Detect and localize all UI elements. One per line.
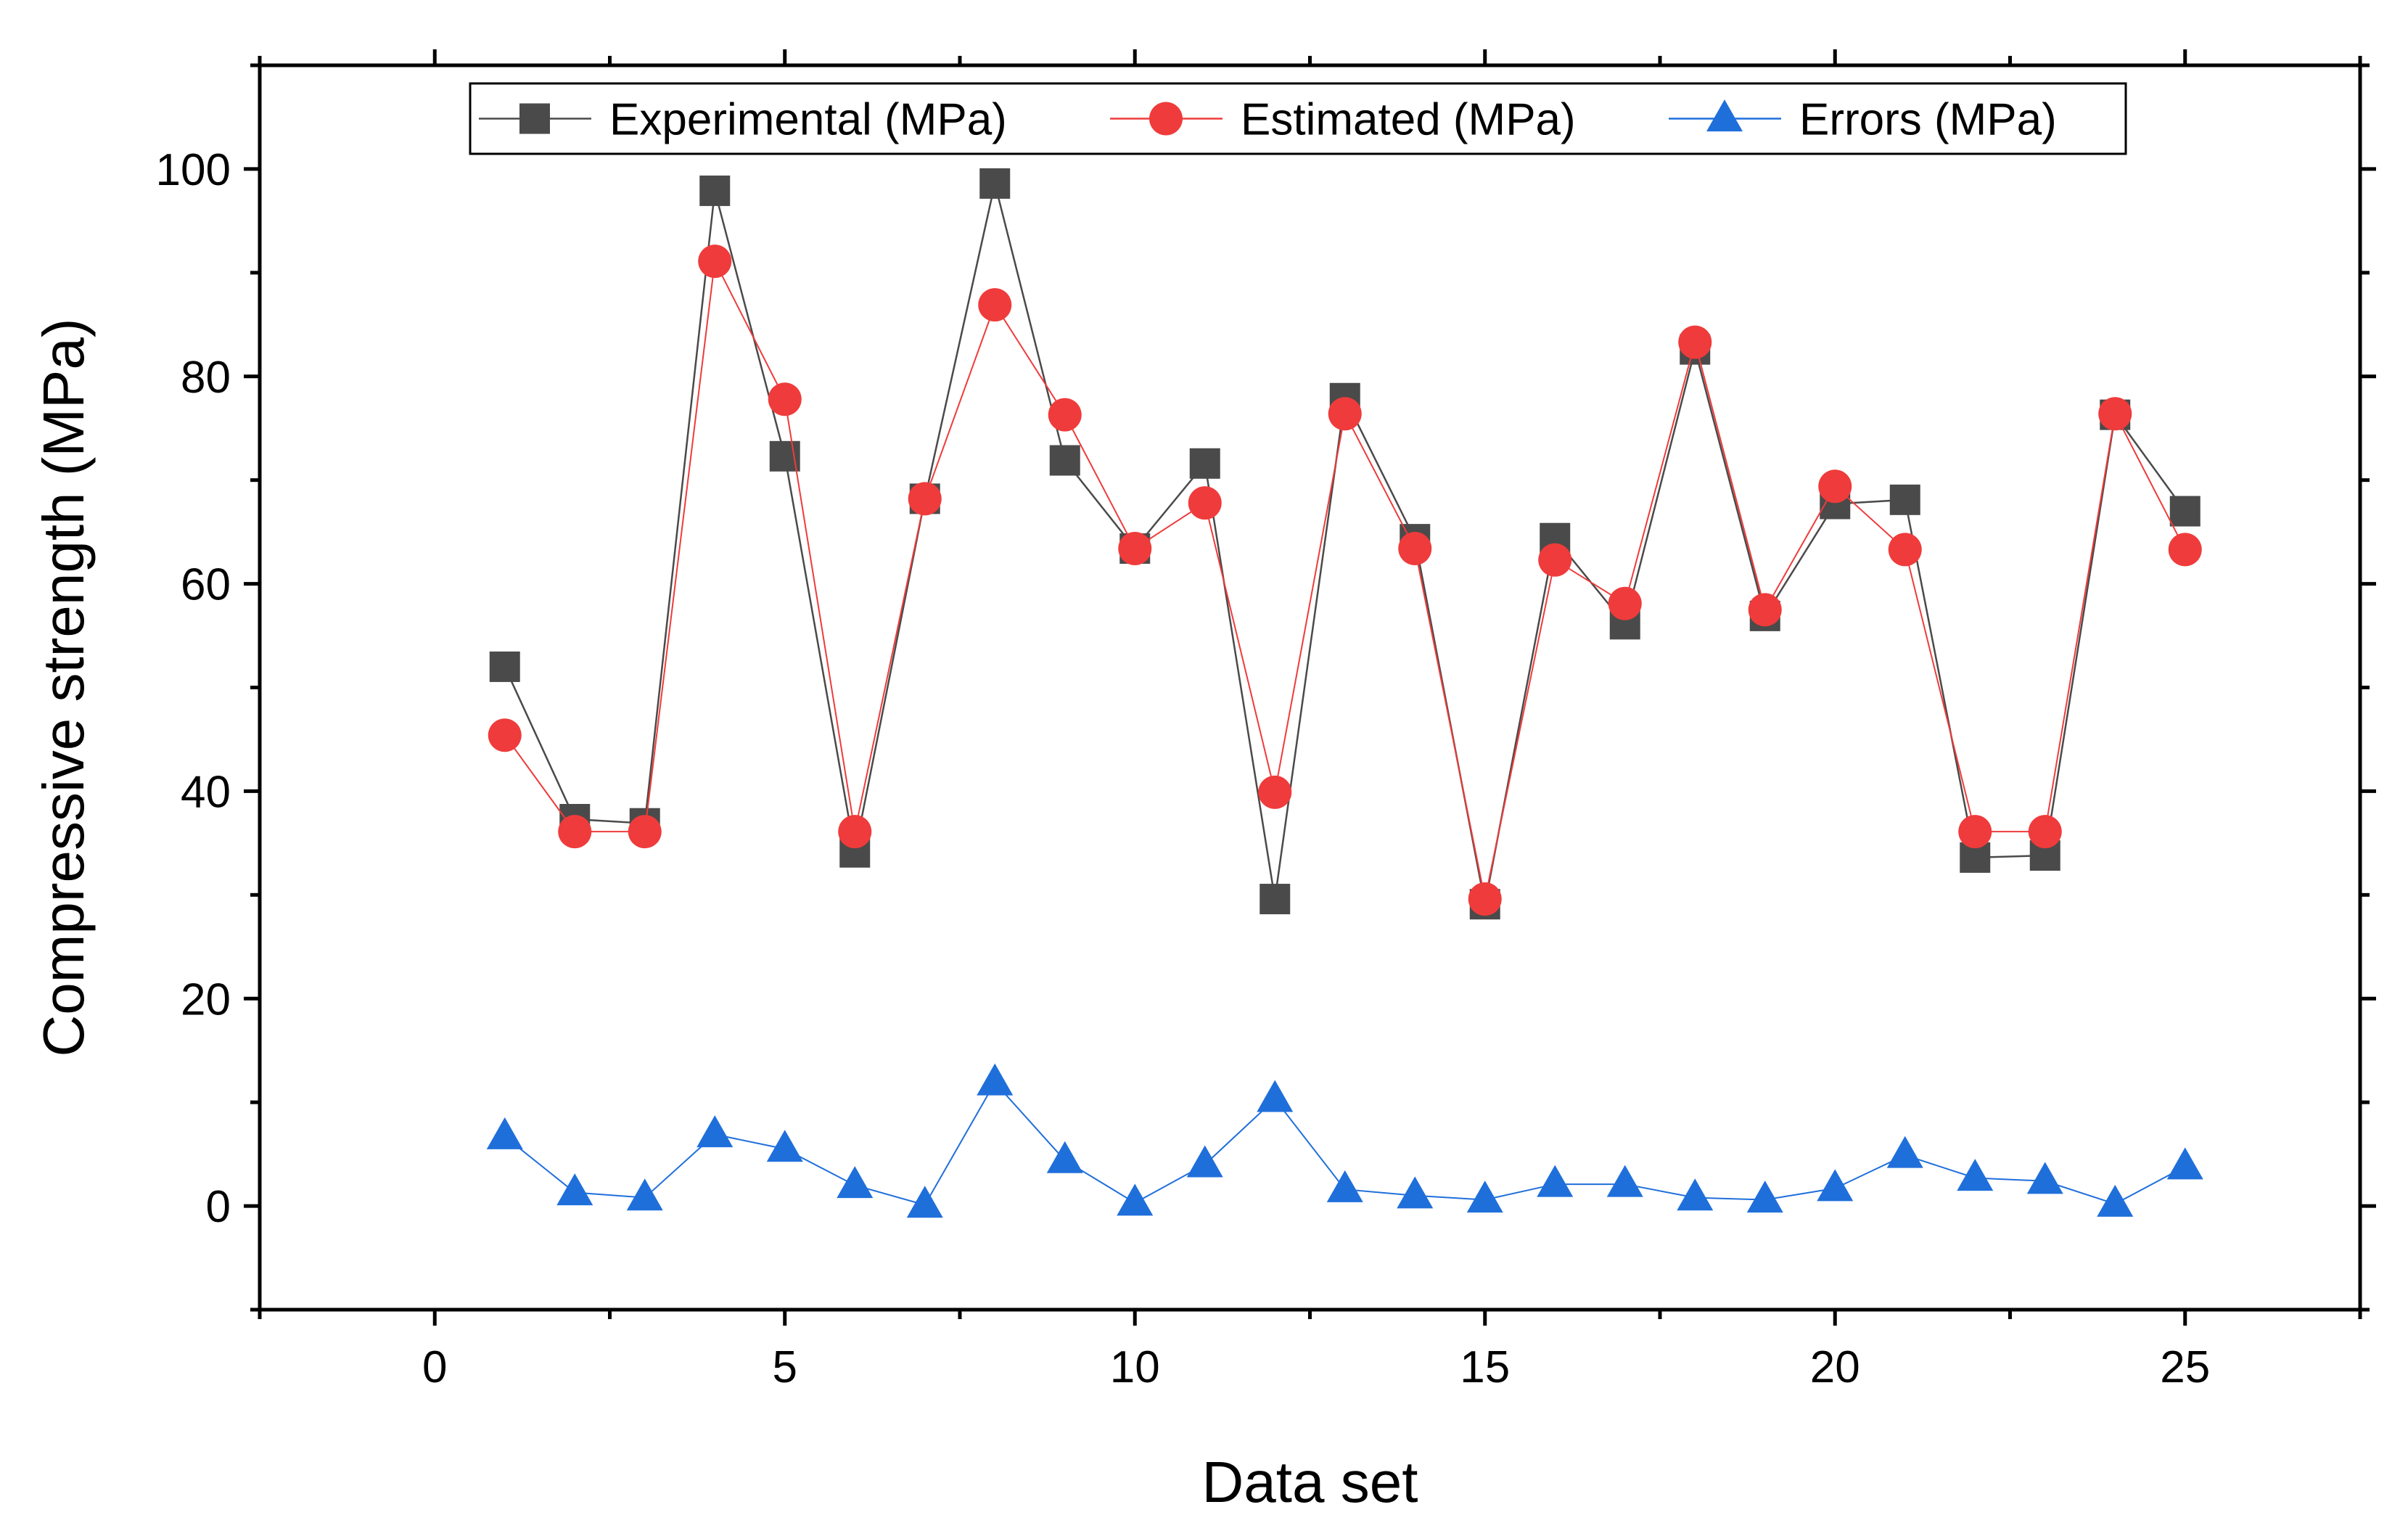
series-square	[489, 168, 2201, 920]
data-point	[626, 1178, 663, 1211]
legend-box	[469, 82, 2127, 155]
data-point	[1258, 775, 1292, 809]
data-point	[977, 1063, 1014, 1096]
y-axis-label: Compressive strength (MPa)	[31, 318, 96, 1056]
y-tick-label: 40	[181, 767, 231, 817]
data-point	[1046, 1141, 1083, 1173]
data-point	[1117, 1183, 1154, 1216]
data-point	[1537, 1165, 1574, 1197]
data-point	[2169, 496, 2201, 527]
data-point	[2166, 1147, 2203, 1180]
data-point	[768, 382, 802, 416]
data-point	[1048, 398, 1082, 432]
data-point	[2026, 1162, 2063, 1194]
data-point	[838, 815, 872, 849]
series-line	[504, 258, 2186, 900]
data-point	[558, 815, 592, 849]
x-tick-label: 5	[773, 1342, 797, 1392]
data-point	[1397, 1176, 1434, 1209]
y-tick-label: 0	[206, 1182, 231, 1232]
data-point	[1189, 448, 1220, 479]
data-point	[1188, 486, 1222, 520]
x-tick-label: 20	[1810, 1342, 1860, 1392]
plot-frame	[258, 63, 2362, 1312]
data-point	[766, 1130, 803, 1162]
data-point	[1886, 1136, 1923, 1168]
data-point	[1608, 586, 1642, 620]
data-point	[1677, 1178, 1714, 1211]
data-point	[1957, 1159, 1994, 1191]
x-tick-label: 25	[2160, 1342, 2210, 1392]
data-point	[486, 1117, 523, 1149]
series-circle	[488, 245, 2202, 916]
data-point	[908, 482, 942, 516]
data-point	[628, 815, 662, 849]
data-point	[698, 245, 732, 279]
data-point	[906, 1186, 943, 1218]
data-point	[979, 168, 1011, 199]
data-point	[1260, 884, 1291, 915]
data-point	[1049, 445, 1080, 476]
legend-label: Estimated (MPa)	[1241, 95, 1576, 145]
data-point	[1257, 1080, 1294, 1112]
data-point	[1817, 1169, 1854, 1202]
data-point	[1958, 815, 1992, 849]
legend-label: Errors (MPa)	[1799, 95, 2057, 145]
series-line	[504, 183, 2186, 905]
data-point	[1606, 1165, 1643, 1197]
data-point	[1466, 1181, 1503, 1213]
legend-label: Experimental (MPa)	[609, 95, 1007, 145]
legend-marker	[1149, 102, 1183, 136]
legend-marker	[1706, 99, 1743, 132]
x-axis-label: Data set	[1202, 1450, 1418, 1514]
data-point	[2097, 1184, 2134, 1217]
data-point	[696, 1115, 734, 1148]
x-tick-label: 10	[1110, 1342, 1160, 1392]
data-point	[837, 1166, 874, 1199]
data-point	[699, 175, 731, 206]
data-point	[1468, 882, 1502, 916]
legend-marker	[519, 103, 550, 134]
data-point	[556, 1173, 593, 1206]
data-point	[1326, 1170, 1363, 1202]
series-layer	[486, 168, 2203, 1218]
data-point	[1118, 531, 1152, 565]
legend-layer: Experimental (MPa) Estimated (MPa) Errors …	[469, 82, 2127, 155]
x-tick-label: 0	[422, 1342, 447, 1392]
data-point	[1678, 325, 1712, 359]
data-point	[1888, 533, 1922, 567]
data-point	[1398, 531, 1432, 565]
data-point	[1538, 543, 1572, 577]
data-point	[1818, 469, 1852, 504]
data-point	[1186, 1145, 1223, 1178]
y-tick-label: 100	[156, 145, 231, 195]
data-point	[2028, 815, 2062, 849]
data-point	[1328, 397, 1362, 431]
data-point	[978, 288, 1012, 322]
data-point	[1748, 593, 1782, 627]
y-tick-label: 60	[181, 560, 231, 610]
data-point	[2098, 397, 2132, 431]
data-point	[1889, 484, 1920, 515]
axes-layer: 0 5 10 15 20 25 0 20 40 60 80 100 Data set Compressiv…	[31, 49, 2376, 1514]
data-point	[1746, 1181, 1783, 1213]
data-point	[489, 651, 520, 682]
data-point	[488, 718, 522, 752]
x-tick-label: 15	[1460, 1342, 1510, 1392]
y-tick-label: 80	[181, 353, 231, 403]
series-triangle	[486, 1063, 2203, 1218]
data-point	[2168, 533, 2202, 567]
y-tick-label: 20	[181, 974, 231, 1025]
